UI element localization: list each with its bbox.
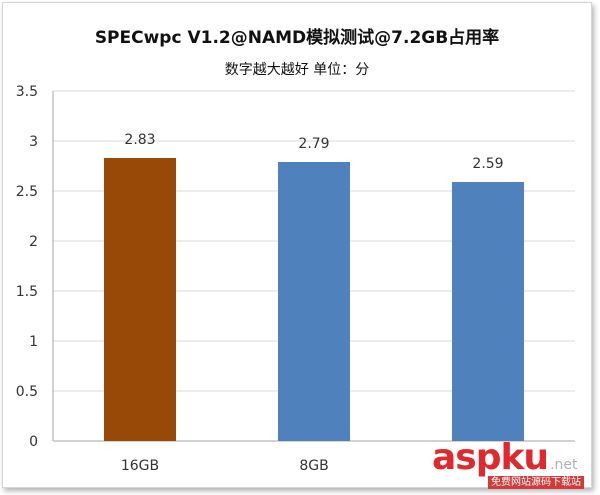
bar (452, 182, 524, 441)
watermark-text: aspku (432, 437, 549, 478)
watermark-domain: .net (550, 457, 578, 473)
x-tick-label: 16GB (121, 458, 159, 474)
y-tick-label: 3 (29, 134, 38, 150)
y-tick-label: 1 (29, 334, 38, 350)
watermark-caption: 免费网站源码下载站 (488, 476, 584, 489)
y-tick-label: 0.5 (16, 384, 38, 400)
y-tick-label: 2 (29, 234, 38, 250)
y-tick-label: 2.5 (16, 184, 38, 200)
y-tick-label: 1.5 (16, 284, 38, 300)
watermark-logo: aspku .net (432, 440, 578, 476)
data-label: 2.59 (472, 156, 503, 172)
chart-subtitle: 数字越大越好 单位：分 (224, 62, 370, 78)
bar (278, 162, 350, 441)
y-tick-label: 3.5 (16, 84, 38, 100)
bar (104, 158, 176, 441)
data-label: 2.79 (298, 136, 329, 152)
x-tick-label: 8GB (299, 458, 328, 474)
data-label: 2.83 (124, 132, 155, 148)
chart-title: SPECwpc V1.2@NAMD模拟测试@7.2GB占用率 (94, 28, 500, 48)
y-tick-label: 0 (29, 434, 38, 450)
